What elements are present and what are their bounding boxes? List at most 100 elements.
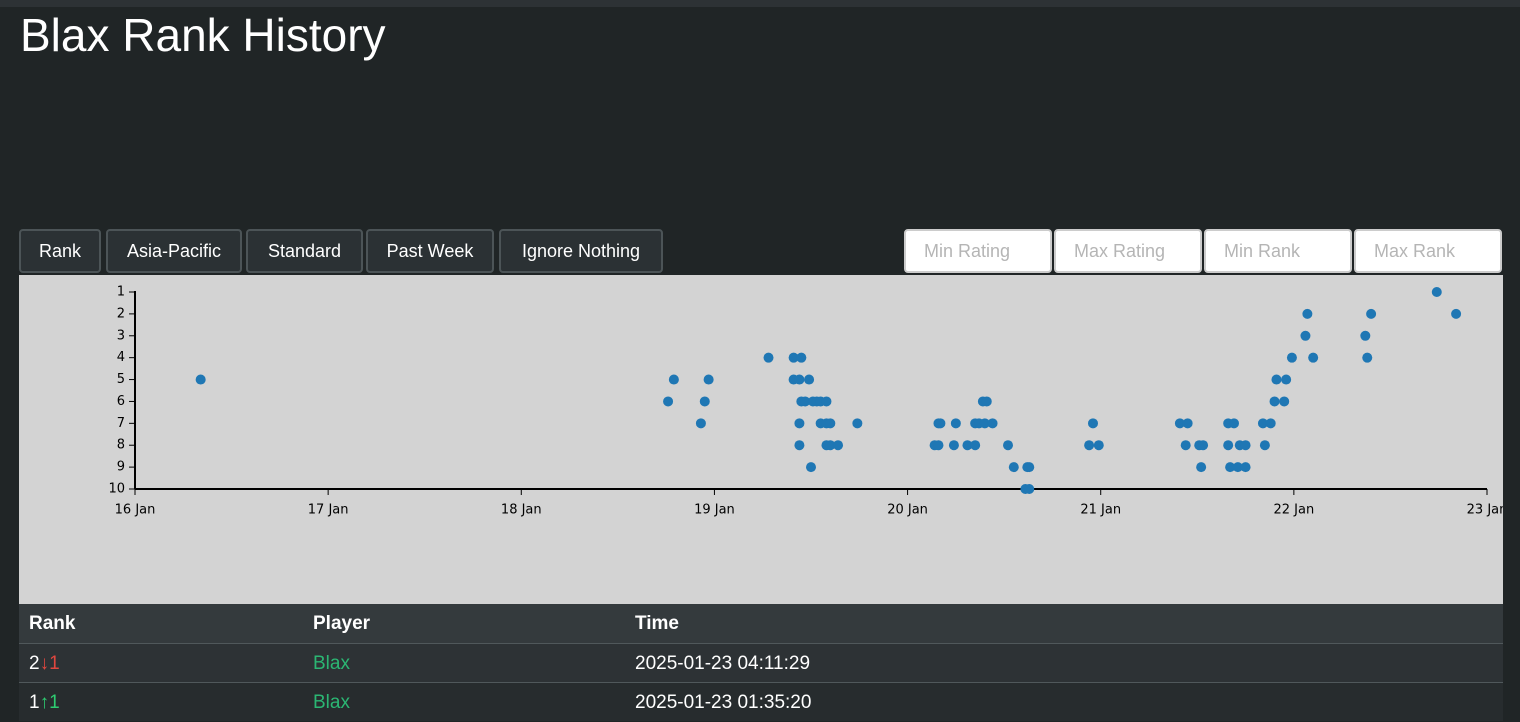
data-point [948, 440, 959, 451]
rank-change: ↓1 [39, 653, 60, 674]
button[interactable]: Rank [19, 229, 101, 273]
data-point [1003, 440, 1014, 451]
data-point [1451, 308, 1462, 319]
text-input[interactable]: Min Rank [1204, 229, 1352, 273]
data-point [981, 396, 992, 407]
data-point [703, 374, 714, 385]
player-link[interactable]: Blax [313, 653, 350, 674]
data-point [1232, 462, 1243, 473]
plot: 1 2 3 4 5 6 7 8 9 10 16 Jan 17 Jan 18 Jan 19 Jan 20 Ja… [108, 285, 1503, 518]
button[interactable]: Standard [246, 229, 363, 273]
data-point [800, 396, 811, 407]
data-point [1286, 352, 1297, 363]
column-header: Player [313, 613, 371, 634]
data-point [763, 352, 774, 363]
data-point [935, 418, 946, 429]
data-point [1093, 440, 1104, 451]
data-point [1257, 418, 1268, 429]
y-tick-label: 4 [117, 350, 125, 365]
data-point [1024, 484, 1035, 494]
y-tick-label: 10 [108, 482, 125, 497]
data-point [1265, 418, 1276, 429]
text-input[interactable]: Max Rank [1354, 229, 1502, 273]
player-link[interactable]: Blax [313, 692, 350, 713]
data-point [794, 440, 805, 451]
time: 2025-01-23 01:35:20 [635, 692, 812, 713]
data-point [794, 374, 805, 385]
button[interactable]: Past Week [366, 229, 494, 273]
data-point [663, 396, 674, 407]
rank-cell: 1↑1 [29, 683, 60, 722]
data-point [699, 396, 710, 407]
y-tick-label: 7 [117, 416, 125, 431]
chart: 1 2 3 4 5 6 7 8 9 10 16 Jan 17 Jan 18 Jan 19 Jan 20 Ja… [19, 275, 1503, 604]
data-point [1271, 374, 1282, 385]
x-tick-label: 23 Jan [1467, 503, 1503, 518]
x-tick-label: 20 Jan [887, 503, 928, 518]
data-point [1300, 330, 1311, 341]
data-point [1182, 418, 1193, 429]
data-point [794, 418, 805, 429]
x-tick-label: 16 Jan [115, 503, 156, 518]
y-tick-label: 5 [117, 372, 125, 387]
data-point [821, 396, 832, 407]
data-point [970, 440, 981, 451]
data-point [1174, 418, 1185, 429]
data-point [695, 418, 706, 429]
data-point [1281, 374, 1292, 385]
rank-cell: 2↓1 [29, 644, 60, 683]
data-point [1302, 308, 1313, 319]
top-bar [0, 0, 1520, 7]
rank: 1 [29, 692, 40, 713]
data-point [1198, 440, 1209, 451]
text-input[interactable]: Max Rating [1054, 229, 1202, 273]
data-point [1024, 462, 1035, 473]
data-point [1362, 352, 1373, 363]
button[interactable]: Ignore Nothing [499, 229, 663, 273]
data-point [1279, 396, 1290, 407]
data-point [1269, 396, 1280, 407]
data-point [1225, 462, 1236, 473]
data-point [1228, 418, 1239, 429]
data-point [933, 440, 944, 451]
data-point [804, 374, 815, 385]
data-point [1431, 287, 1442, 297]
x-tick-label: 18 Jan [501, 503, 542, 518]
y-tick-label: 3 [117, 328, 125, 343]
button[interactable]: Asia-Pacific [106, 229, 242, 273]
data-point [950, 418, 961, 429]
data-point [979, 418, 990, 429]
rank: 2 [29, 653, 40, 674]
data-point [668, 374, 679, 385]
data-point [852, 418, 863, 429]
data-point [1008, 462, 1019, 473]
data-point [1084, 440, 1095, 451]
table-row: 1↑1 Blax 2025-01-23 01:35:20 [19, 682, 1503, 721]
y-tick-label: 6 [117, 394, 125, 409]
data-point [1240, 440, 1251, 451]
data-point [1087, 418, 1098, 429]
y-tick-label: 9 [117, 460, 125, 475]
data-point [1196, 462, 1207, 473]
y-tick-label: 2 [117, 306, 125, 321]
data-point [825, 440, 836, 451]
column-header: Time [635, 613, 680, 634]
rank-change: ↑1 [39, 692, 60, 713]
x-tick-label: 17 Jan [308, 503, 349, 518]
x-tick-label: 19 Jan [694, 503, 735, 518]
data-point [1180, 440, 1191, 451]
data-point [1308, 352, 1319, 363]
time: 2025-01-23 04:11:29 [635, 653, 811, 674]
table-row: 2↓1 Blax 2025-01-23 04:11:29 [19, 643, 1503, 682]
column-header: Rank [29, 613, 76, 634]
page-title: Blax Rank History [20, 9, 386, 61]
data-point [825, 418, 836, 429]
data-point [962, 440, 973, 451]
data-point [1366, 308, 1377, 319]
text-input[interactable]: Min Rating [904, 229, 1052, 273]
data-point [788, 352, 799, 363]
data-point [987, 418, 998, 429]
y-tick-label: 8 [117, 438, 125, 453]
x-tick-label: 22 Jan [1273, 503, 1314, 518]
